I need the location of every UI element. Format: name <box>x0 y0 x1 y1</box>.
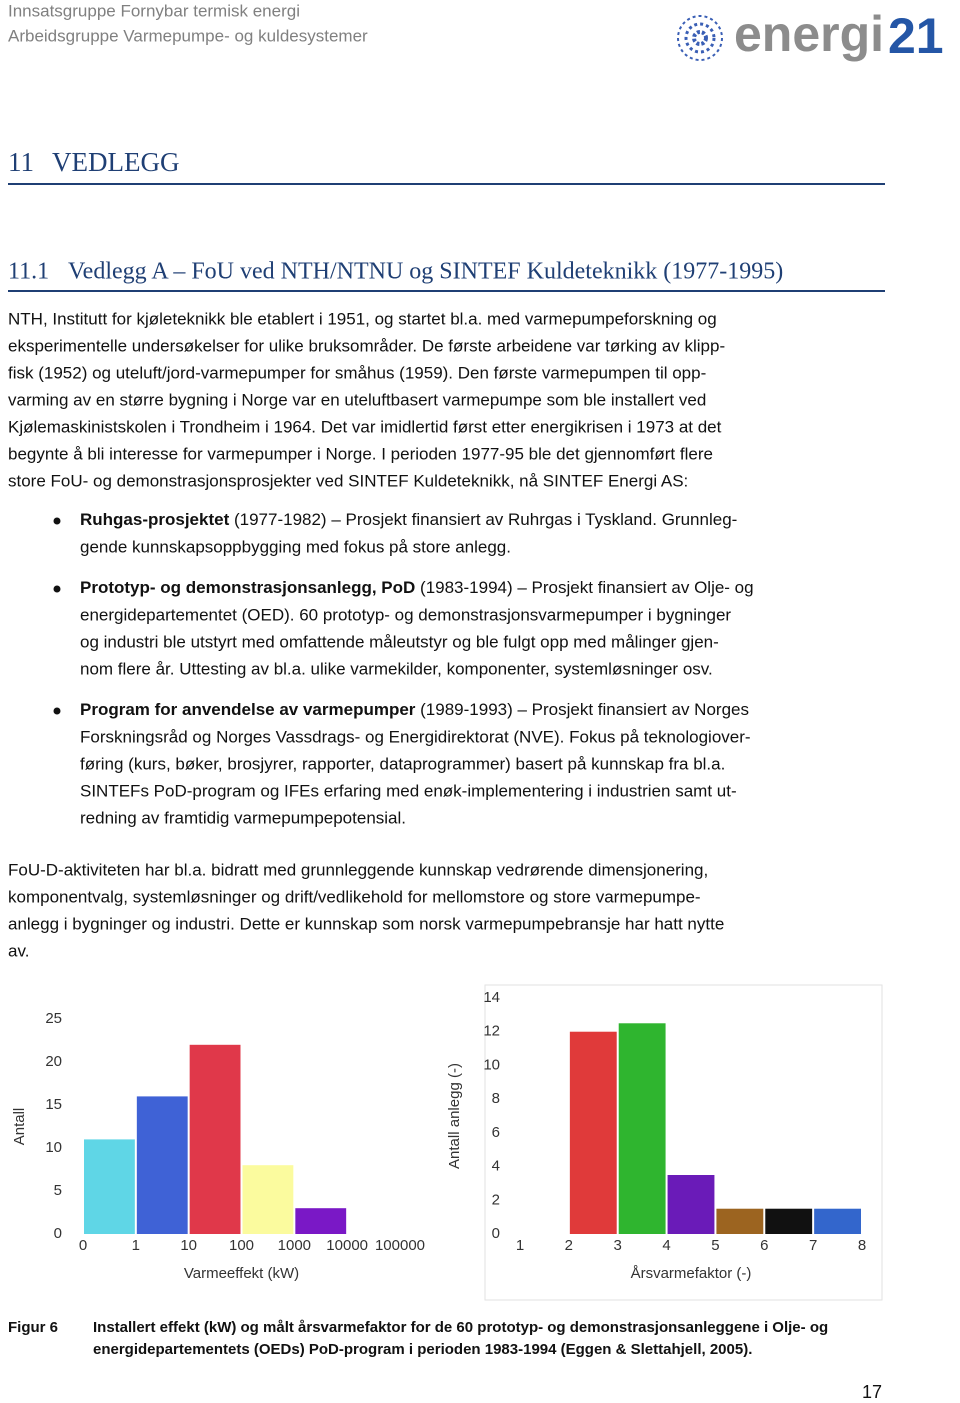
y-tick-label: 4 <box>492 1158 500 1175</box>
y-tick-label: 10 <box>45 1139 62 1156</box>
heading-number: 11 <box>8 147 34 177</box>
paragraph-line: NTH, Institutt for kjøleteknikk ble etab… <box>8 309 717 328</box>
paragraph-line: eksperimentelle undersøkelser for ulike … <box>8 336 725 355</box>
bullet-dot <box>53 707 61 715</box>
bullet-line: føring (kurs, bøker, brosjyrer, rapporte… <box>80 754 725 773</box>
x-tick-label: 7 <box>809 1237 817 1254</box>
bullet-text: (1977-1982) – Prosjekt finansiert av Ruh… <box>229 510 737 529</box>
y-tick-label: 5 <box>54 1182 62 1199</box>
bar <box>84 1139 135 1234</box>
logo-mark <box>677 15 723 61</box>
bar <box>242 1165 294 1234</box>
bullet-text: (1989-1993) – Prosjekt finansiert av Nor… <box>415 700 749 719</box>
bar <box>569 1031 617 1234</box>
x-tick-label: 6 <box>760 1237 768 1254</box>
logo-number: 21 <box>888 8 944 64</box>
paragraph-line: anlegg i bygninger og industri. Dette er… <box>8 914 724 933</box>
x-tick-label: 1 <box>516 1237 524 1254</box>
caption-line: Installert effekt (kW) og målt årsvarmef… <box>93 1319 828 1336</box>
bullet-line: nom flere år. Uttesting av bl.a. ulike v… <box>80 659 713 678</box>
bullet-line: energidepartementet (OED). 60 prototyp- … <box>80 605 731 624</box>
bullet-text: (1983-1994) – Prosjekt finansiert av Olj… <box>415 578 753 597</box>
bullet-line: Ruhgas-prosjektet (1977-1982) – Prosjekt… <box>80 510 737 529</box>
y-tick-label: 8 <box>492 1090 500 1107</box>
bar <box>667 1175 715 1234</box>
subheading-title: Vedlegg A – FoU ved NTH/NTNU og SINTEF K… <box>68 259 783 285</box>
y-tick-label: 0 <box>492 1225 500 1242</box>
bullet-line: og industri ble utstyrt med omfattende m… <box>80 632 719 651</box>
chart-frame <box>484 984 883 1301</box>
x-tick-label: 100000 <box>375 1237 425 1254</box>
y-tick-label: 0 <box>54 1225 62 1242</box>
paragraph-line: fisk (1952) og uteluft/jord-varmepumper … <box>8 363 706 382</box>
logo-text: energi <box>734 6 884 62</box>
x-tick-label: 8 <box>858 1237 866 1254</box>
bar <box>765 1208 813 1234</box>
bar <box>295 1208 347 1234</box>
bullet-line: gende kunnskapsoppbygging med fokus på s… <box>80 537 511 556</box>
y-tick-label: 2 <box>492 1191 500 1208</box>
paragraph-line: Kjølemaskinistskolen i Trondheim i 1964.… <box>8 417 722 436</box>
paragraph-line: komponentvalg, systemløsninger og drift/… <box>8 887 701 906</box>
bullet-dot <box>53 585 61 593</box>
header-line: Arbeidsgruppe Varmepumpe- og kuldesystem… <box>8 26 368 45</box>
bullet-lead: Ruhgas-prosjektet <box>80 510 230 529</box>
bullet-lead: Prototyp- og demonstrasjonsanlegg, PoD <box>80 578 415 597</box>
caption-line: energidepartementets (OEDs) PoD-program … <box>93 1341 752 1358</box>
bar <box>618 1023 666 1234</box>
y-axis-label: Antall anlegg (-) <box>446 1063 463 1169</box>
bullet-lead: Program for anvendelse av varmepumper <box>80 700 416 719</box>
x-tick-label: 3 <box>614 1237 622 1254</box>
bullet-line: SINTEFs PoD-program og IFEs erfaring med… <box>80 781 737 800</box>
paragraph-line: store FoU- og demonstrasjonsprosjekter v… <box>8 471 688 490</box>
bullet-line: redning av framtidig varmepumpepotensial… <box>80 808 406 827</box>
header-line: Innsatsgruppe Fornybar termisk energi <box>8 1 300 20</box>
x-tick-label: 10000 <box>326 1237 368 1254</box>
caption-label: Figur 6 <box>8 1319 58 1336</box>
bar <box>189 1044 241 1234</box>
x-tick-label: 5 <box>711 1237 719 1254</box>
x-tick-label: 10 <box>180 1237 197 1254</box>
heading-title: VEDLEGG <box>52 147 179 177</box>
bar <box>716 1208 764 1234</box>
y-tick-label: 10 <box>483 1056 500 1073</box>
x-tick-label: 4 <box>662 1237 670 1254</box>
x-tick-label: 0 <box>79 1237 87 1254</box>
x-axis-label: Varmeeffekt (kW) <box>184 1265 299 1282</box>
y-tick-label: 14 <box>483 989 500 1006</box>
y-tick-label: 20 <box>45 1053 62 1070</box>
subheading-number: 11.1 <box>8 259 49 285</box>
y-tick-label: 15 <box>45 1096 62 1113</box>
bullet-line: Program for anvendelse av varmepumper (1… <box>80 700 749 719</box>
y-tick-label: 25 <box>45 1010 62 1027</box>
x-tick-label: 100 <box>229 1237 254 1254</box>
bullet-dot <box>53 517 61 525</box>
bullet-line: Prototyp- og demonstrasjonsanlegg, PoD (… <box>80 578 754 597</box>
page-number: 17 <box>862 1382 882 1402</box>
paragraph-line: begynte å bli interesse for varmepumper … <box>8 444 713 463</box>
x-tick-label: 1 <box>132 1237 140 1254</box>
paragraph-line: av. <box>8 941 29 960</box>
bullet-line: Forskningsråd og Norges Vassdrags- og En… <box>80 727 751 746</box>
x-tick-label: 2 <box>565 1237 573 1254</box>
paragraph-line: varming av en større bygning i Norge var… <box>8 390 706 409</box>
bar <box>814 1208 861 1234</box>
x-tick-label: 1000 <box>278 1237 311 1254</box>
y-tick-label: 12 <box>483 1023 500 1040</box>
paragraph-line: FoU-D-aktiviteten har bl.a. bidratt med … <box>8 860 708 879</box>
bar <box>136 1096 188 1234</box>
y-axis-label: Antall <box>11 1108 28 1146</box>
x-axis-label: Årsvarmefaktor (-) <box>631 1265 752 1282</box>
y-tick-label: 6 <box>492 1124 500 1141</box>
